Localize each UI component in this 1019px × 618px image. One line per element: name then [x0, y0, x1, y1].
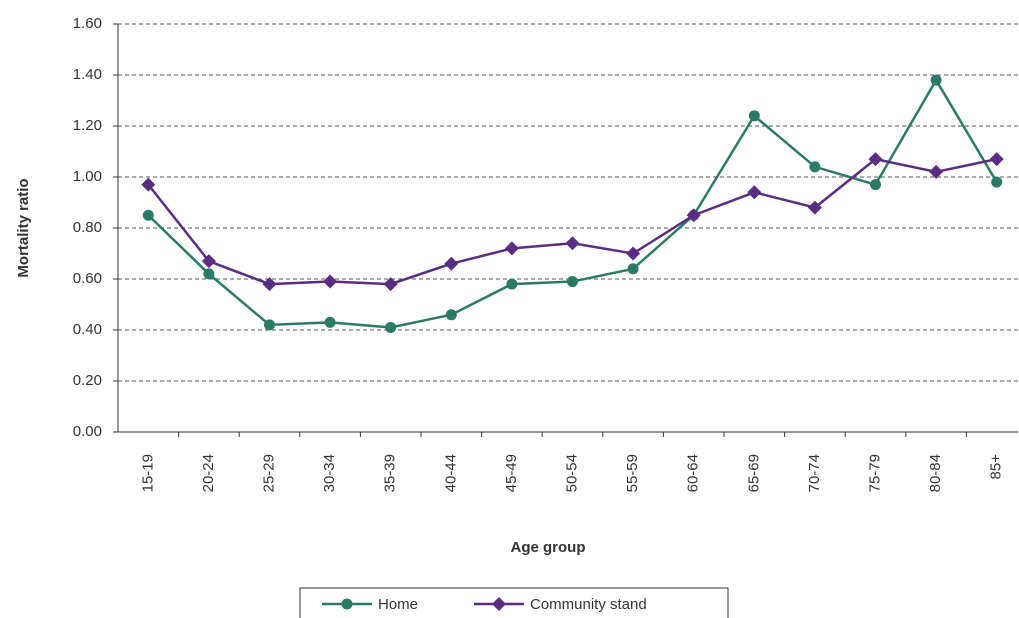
legend-label: Home	[378, 596, 418, 613]
y-tick-label: 0.00	[73, 423, 102, 440]
y-tick-label: 1.20	[73, 117, 102, 134]
point	[868, 152, 883, 167]
point	[627, 263, 639, 275]
point	[264, 319, 275, 331]
point	[324, 316, 336, 328]
point	[444, 256, 459, 271]
x-tick-label: 80-84	[927, 454, 944, 492]
point	[807, 200, 822, 215]
legend-marker	[341, 598, 353, 610]
point	[748, 110, 760, 122]
point	[626, 246, 641, 261]
point	[565, 236, 580, 251]
legend-label: Community stand	[530, 596, 647, 613]
point	[323, 274, 338, 289]
point	[747, 185, 762, 200]
x-tick-label: 50-54	[563, 454, 580, 492]
point	[870, 179, 881, 191]
x-tick-label: 30-34	[321, 454, 338, 492]
point	[141, 177, 156, 192]
y-tick-label: 0.20	[73, 372, 102, 389]
y-tick-label: 1.60	[73, 15, 102, 32]
x-tick-label: 70-74	[806, 454, 823, 492]
point	[929, 164, 944, 179]
point	[989, 152, 1004, 167]
point	[203, 268, 215, 280]
y-axis-label: Mortality ratio	[15, 178, 32, 277]
x-tick-label: 55-59	[624, 454, 641, 492]
x-tick-label: 75-79	[866, 454, 883, 492]
y-tick-label: 1.40	[73, 66, 102, 83]
x-tick-label: 15-19	[139, 454, 156, 492]
x-tick-label: 60-64	[685, 454, 702, 492]
y-tick-label: 0.60	[73, 270, 102, 287]
point	[142, 209, 154, 221]
point	[991, 176, 1003, 188]
y-tick-label: 0.40	[73, 321, 102, 338]
x-tick-label: 65-69	[745, 454, 762, 492]
point	[506, 278, 518, 290]
point	[930, 74, 942, 86]
legend-marker	[492, 597, 506, 611]
point	[686, 208, 701, 223]
y-tick-label: 0.80	[73, 219, 102, 236]
point	[385, 321, 397, 333]
line	[147, 77, 998, 329]
point	[383, 277, 398, 292]
x-tick-label: 20-24	[200, 454, 217, 492]
x-tick-label: 35-39	[382, 454, 399, 492]
x-axis-label: Age group	[511, 539, 586, 556]
x-tick-label: 85+	[988, 454, 1005, 480]
point	[504, 241, 519, 256]
x-tick-label: 40-44	[442, 454, 459, 492]
point	[262, 277, 277, 292]
line	[147, 157, 997, 286]
y-tick-label: 1.00	[73, 168, 102, 185]
x-tick-label: 25-29	[260, 454, 277, 492]
x-tick-label: 45-49	[503, 454, 520, 492]
point	[445, 309, 457, 321]
point	[567, 276, 578, 288]
point	[809, 161, 821, 173]
point	[201, 254, 216, 269]
